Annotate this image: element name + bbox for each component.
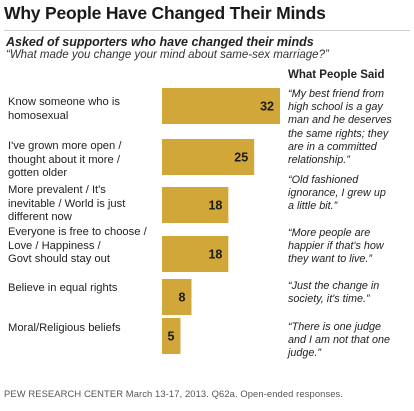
category-label-line: Govt should stay out [8, 253, 110, 265]
category-label-6: Moral/Religious beliefs [8, 322, 158, 336]
category-label-line: thought about it more / [8, 153, 120, 166]
category-label-line: inevitable / World is just [8, 197, 126, 210]
survey-question: “What made you change your mind about sa… [6, 49, 329, 61]
bar-2 [162, 139, 255, 175]
bar-value-label-3: 18 [208, 199, 222, 213]
quote-line: “My best friend from [288, 88, 384, 100]
category-label-line: I've grown more open / [8, 140, 122, 152]
category-label-3: More prevalent / It's inevitable / World … [8, 184, 158, 225]
bar-value-label-4: 18 [208, 248, 222, 262]
category-label-line: Believe in equal rights [8, 282, 118, 294]
source-note: PEW RESEARCH CENTER March 13-17, 2013. Q… [4, 388, 344, 399]
bar-4 [162, 236, 229, 272]
quote-6: “There is one judge and I am not that one… [288, 321, 410, 361]
quote-line: relationship.” [288, 154, 350, 167]
category-label-line: Moral/Religious beliefs [8, 322, 121, 334]
title-divider [4, 30, 410, 31]
quote-line: “There is one judge [288, 321, 382, 333]
bar-value-label-2: 25 [234, 151, 248, 165]
quote-line: “Old fashioned [288, 174, 359, 186]
category-label-line: gotten older [8, 167, 68, 179]
category-label-line: More prevalent / It's [8, 184, 106, 196]
category-label-2: I've grown more open / thought about it m… [8, 140, 158, 181]
chart-subtitle: Asked of supporters who have changed the… [6, 35, 314, 49]
bar-value-label-1: 32 [260, 100, 274, 114]
category-label-line: different now [8, 211, 72, 223]
quote-line: society, it's time.” [288, 293, 370, 306]
quote-4: “More people are happier if that's how the… [288, 227, 410, 267]
quote-line: man and he deserves [288, 114, 392, 127]
quote-line: they want to live.” [288, 253, 373, 266]
quote-line: ignorance, I grew up [288, 187, 386, 200]
quote-line: high school is a gay [288, 101, 383, 114]
quote-line: happier if that's how [288, 240, 384, 253]
quote-line: “Just the change in [288, 280, 380, 292]
quote-line: “More people are [288, 227, 371, 239]
category-label-4: Everyone is free to choose / Love / Happi… [8, 226, 158, 267]
category-label-line: Know someone who is [8, 96, 120, 108]
quote-3: “Old fashioned ignorance, I grew up a litt… [288, 174, 410, 214]
quote-5: “Just the change in society, it's time.” [288, 280, 410, 306]
bar-3 [162, 187, 229, 223]
category-label-line: Everyone is free to choose / [8, 226, 147, 238]
chart-title: Why People Have Changed Their Minds [4, 3, 326, 23]
quote-line: judge.” [288, 347, 322, 360]
quote-1: “My best friend from high school is a gay… [288, 88, 410, 167]
quote-line: are in a committed [288, 140, 377, 153]
category-label-line: homosexual [8, 109, 69, 122]
bar-6 [162, 318, 181, 354]
bar-5 [162, 279, 192, 315]
quotes-column-header: What People Said [288, 69, 385, 81]
bar-value-label-6: 5 [167, 330, 174, 344]
quote-line: and I am not that one [288, 334, 391, 347]
bar-value-label-5: 8 [179, 291, 186, 305]
quote-line: the same rights; they [288, 127, 389, 140]
quote-line: a little bit.” [288, 200, 338, 213]
category-label-5: Believe in equal rights [8, 282, 158, 296]
bar-1 [162, 88, 280, 124]
category-label-line: Love / Happiness / [8, 239, 101, 252]
category-label-1: Know someone who is homosexual [8, 96, 158, 123]
